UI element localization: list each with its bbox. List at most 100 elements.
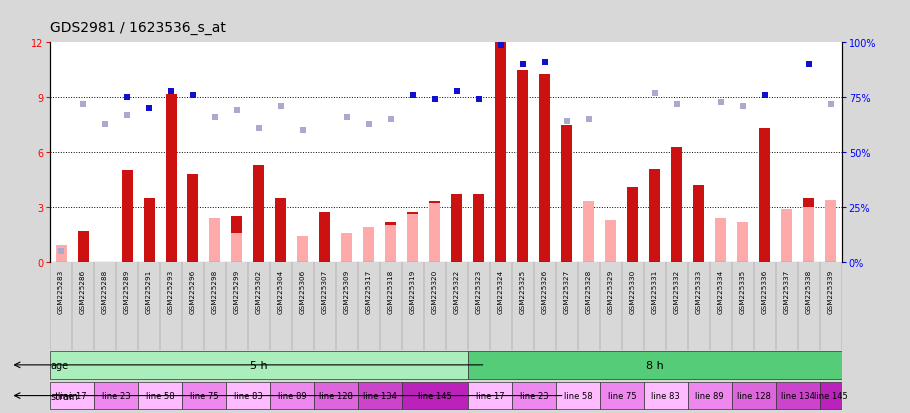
Bar <box>122 171 133 262</box>
Bar <box>556 382 600 409</box>
Bar <box>518 71 529 262</box>
Bar <box>94 382 138 409</box>
Bar <box>363 228 374 262</box>
Bar <box>314 382 358 409</box>
Text: line 17: line 17 <box>476 391 504 400</box>
Bar <box>627 188 638 262</box>
Bar <box>270 382 314 409</box>
Bar <box>540 74 551 262</box>
Text: GSM225338: GSM225338 <box>805 269 812 313</box>
Text: line 23: line 23 <box>520 391 548 400</box>
Bar <box>451 195 462 262</box>
Bar <box>138 382 182 409</box>
Text: GSM225327: GSM225327 <box>564 269 570 313</box>
Point <box>648 90 662 97</box>
Bar <box>468 351 842 379</box>
Text: GSM225307: GSM225307 <box>322 269 328 313</box>
Point <box>252 126 267 132</box>
Text: GSM225306: GSM225306 <box>300 269 306 313</box>
Text: line 17: line 17 <box>57 391 86 400</box>
Text: GSM225309: GSM225309 <box>344 269 350 313</box>
Text: GSM225325: GSM225325 <box>520 269 526 313</box>
Point <box>339 114 354 121</box>
Bar <box>166 95 177 262</box>
Text: GSM225332: GSM225332 <box>673 269 680 313</box>
Point <box>581 116 596 123</box>
Point <box>384 116 399 123</box>
Bar <box>182 382 226 409</box>
Text: line 145: line 145 <box>814 391 847 400</box>
Text: GSM225283: GSM225283 <box>58 269 64 313</box>
Point <box>670 101 684 108</box>
Text: GSM225330: GSM225330 <box>630 269 636 313</box>
Point <box>450 88 464 95</box>
Point <box>186 93 200 99</box>
Point <box>207 114 222 121</box>
Bar <box>187 175 198 262</box>
Text: line 75: line 75 <box>608 391 636 400</box>
Bar <box>583 202 594 262</box>
Text: GSM225328: GSM225328 <box>586 269 592 313</box>
Bar <box>77 231 88 262</box>
Bar <box>468 382 512 409</box>
Bar <box>298 237 308 262</box>
Text: GSM225339: GSM225339 <box>828 269 834 313</box>
Text: GDS2981 / 1623536_s_at: GDS2981 / 1623536_s_at <box>50 21 226 35</box>
Bar <box>732 382 776 409</box>
Text: line 75: line 75 <box>189 391 218 400</box>
Point <box>713 99 728 106</box>
Text: GSM225326: GSM225326 <box>541 269 548 313</box>
Text: line 89: line 89 <box>695 391 724 400</box>
Bar <box>402 382 468 409</box>
Bar <box>511 382 556 409</box>
Bar <box>715 218 726 262</box>
Bar <box>408 215 419 262</box>
Bar <box>644 382 688 409</box>
Point <box>164 88 178 95</box>
Point <box>428 97 442 104</box>
Text: GSM225299: GSM225299 <box>234 269 240 313</box>
Point <box>76 101 90 108</box>
Text: line 89: line 89 <box>278 391 307 400</box>
Text: GSM225329: GSM225329 <box>608 269 614 313</box>
Text: GSM225337: GSM225337 <box>784 269 790 313</box>
Text: age: age <box>50 360 68 370</box>
Bar <box>408 213 419 262</box>
Point <box>538 60 552 66</box>
Text: GSM225334: GSM225334 <box>718 269 723 313</box>
Text: strain: strain <box>50 391 78 401</box>
Bar <box>820 382 842 409</box>
Point <box>54 248 68 254</box>
Bar <box>319 213 330 262</box>
Bar <box>144 198 155 262</box>
Point <box>296 128 310 134</box>
Text: line 128: line 128 <box>737 391 771 400</box>
Text: line 58: line 58 <box>563 391 592 400</box>
Bar <box>50 382 94 409</box>
Bar <box>804 207 814 262</box>
Point <box>824 101 838 108</box>
Text: line 83: line 83 <box>652 391 680 400</box>
Text: GSM225286: GSM225286 <box>80 269 86 313</box>
Bar <box>254 166 265 262</box>
Bar <box>231 216 242 262</box>
Bar <box>430 204 440 262</box>
Text: GSM225318: GSM225318 <box>388 269 394 313</box>
Text: line 23: line 23 <box>102 391 130 400</box>
Text: GSM225288: GSM225288 <box>102 269 108 313</box>
Text: line 134: line 134 <box>363 391 397 400</box>
Bar <box>693 185 704 262</box>
Point <box>516 62 531 69</box>
Bar <box>782 209 793 262</box>
Bar <box>209 218 220 262</box>
Bar <box>341 233 352 262</box>
Bar <box>650 169 661 262</box>
Bar <box>358 382 402 409</box>
Bar <box>825 200 836 262</box>
Text: GSM225331: GSM225331 <box>652 269 658 313</box>
Bar <box>737 222 748 262</box>
Text: line 83: line 83 <box>234 391 262 400</box>
Bar <box>226 382 270 409</box>
Point <box>229 108 244 114</box>
Text: 5 h: 5 h <box>250 360 268 370</box>
